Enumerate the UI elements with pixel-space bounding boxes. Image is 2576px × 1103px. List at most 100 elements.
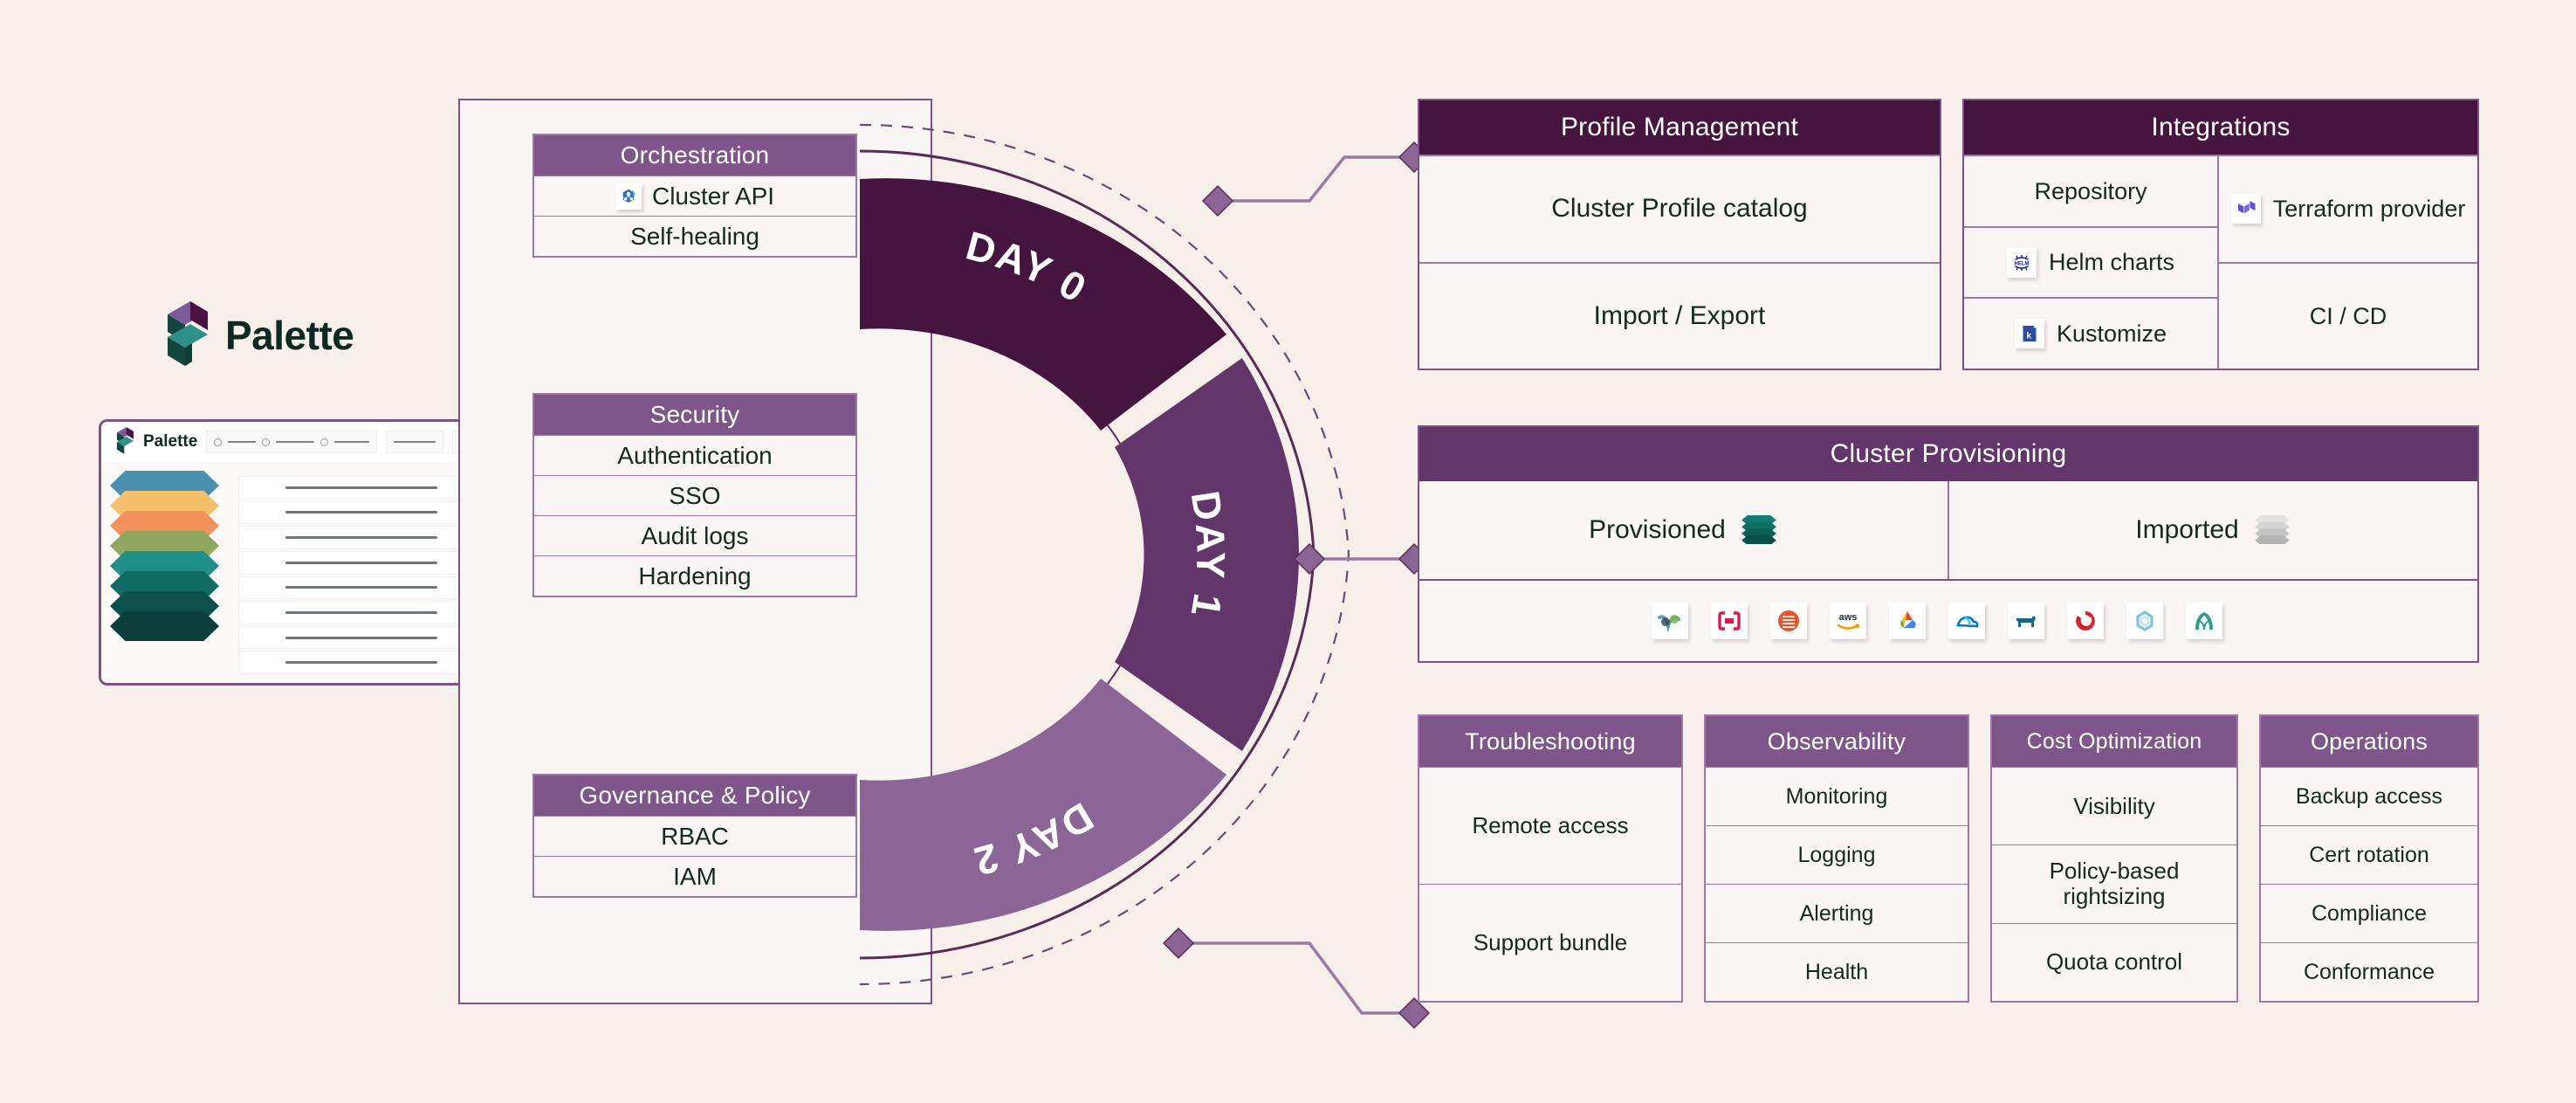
list-item[interactable]: Health [1706, 942, 1968, 1001]
card-orchestration: Orchestration Cluster API Self-healing [532, 134, 857, 258]
list-item-label: Support bundle [1473, 928, 1628, 955]
list-item[interactable]: Self-healing [534, 216, 855, 256]
lifecycle-ring: DAY 0 DAY 1 DAY 2 [859, 83, 1436, 1026]
list-item-label: Self-healing [630, 222, 759, 250]
list-item-label: CI / CD [2309, 302, 2387, 329]
mock-profile-layer-stack [110, 471, 228, 674]
azure-icon[interactable] [1948, 603, 1985, 639]
list-item[interactable]: Support bundle [1419, 884, 1681, 1001]
list-item-label: Health [1804, 960, 1869, 984]
card-title: Operations [2261, 716, 2477, 767]
list-item[interactable]: Alerting [1706, 884, 1968, 942]
aws-icon[interactable]: aws [1830, 603, 1866, 639]
palette-dashboard-mockup: Palette [99, 419, 496, 686]
list-item[interactable]: Logging [1706, 825, 1968, 884]
card-observability: Observability Monitoring Logging Alerting He… [1704, 714, 1969, 1003]
svg-text:aws: aws [1839, 612, 1858, 623]
mock-row-line [285, 610, 437, 614]
list-item-label: Import / Export [1593, 300, 1766, 330]
list-item[interactable]: SSO [534, 475, 855, 515]
openstack-icon[interactable] [1711, 603, 1748, 639]
integrations-left-column: Repository HELM Helm charts k Kustomize [1964, 155, 2220, 369]
card-governance-policy: Governance & Policy RBAC IAM [532, 774, 857, 898]
palette-ribbon-logo-icon [155, 297, 210, 373]
mock-layer-row [238, 500, 484, 525]
mock-layer-row [238, 476, 484, 500]
list-item-label: Visibility [2073, 792, 2155, 819]
list-item-label: Alerting [1799, 901, 1874, 926]
list-item-label: RBAC [661, 822, 729, 850]
mock-row-line [285, 486, 437, 489]
card-operations: Operations Backup access Cert rotation Comp… [2259, 714, 2479, 1003]
palette-brand: Palette [155, 297, 354, 373]
svg-text:DAY 1: DAY 1 [1182, 488, 1233, 622]
svg-text:k: k [2026, 330, 2031, 341]
list-item[interactable]: Monitoring [1706, 767, 1968, 825]
list-item-label: SSO [669, 481, 721, 509]
card-title: Orchestration [534, 135, 855, 176]
integrations-right-column: Terraform provider CI / CD [2219, 155, 2477, 369]
list-item[interactable]: Conformance [2261, 942, 2477, 1001]
mock-search-bar [386, 431, 444, 453]
list-item[interactable]: Backup access [2261, 767, 2477, 825]
list-item[interactable]: IAM [534, 856, 855, 896]
provisioning-modes: Provisioned Imported [1419, 481, 2477, 581]
card-title: Troubleshooting [1419, 716, 1681, 767]
list-item-label: Cert rotation [2309, 843, 2429, 867]
list-item-label: Audit logs [641, 521, 749, 549]
list-item[interactable]: Cluster Profile catalog [1419, 155, 1940, 262]
list-item-label: Cluster Profile catalog [1551, 194, 1808, 224]
list-item[interactable]: Import / Export [1419, 261, 1940, 369]
list-item-label: IAM [673, 862, 717, 890]
list-item[interactable]: Terraform provider [2219, 155, 2477, 262]
list-item[interactable]: Visibility [1992, 767, 2236, 844]
list-item[interactable]: RBAC [534, 816, 855, 856]
nutanix-icon[interactable] [1770, 603, 1807, 639]
list-item-label: Conformance [2303, 960, 2435, 984]
list-item[interactable]: HELM Helm charts [1964, 225, 2218, 298]
list-item-label: Policy-based rightsizing [2049, 858, 2180, 910]
mock-row-line [285, 511, 437, 514]
mock-layer-row [238, 651, 484, 674]
list-item[interactable]: CI / CD [2219, 261, 2477, 369]
mock-crumb-line [334, 440, 370, 444]
provisioning-mode-imported[interactable]: Imported [1949, 481, 2477, 579]
card-title: Security [534, 395, 855, 435]
provisioning-mode-label: Imported [2135, 515, 2239, 544]
provider-icon-strip: aws [1419, 581, 2477, 661]
mock-layer-row [238, 625, 484, 650]
vmware-icon[interactable] [1652, 603, 1688, 639]
list-item[interactable]: Audit logs [534, 515, 855, 555]
coxedge-icon[interactable] [2126, 603, 2163, 639]
kustomize-icon: k [2015, 319, 2045, 349]
list-item-label: Helm charts [2049, 249, 2175, 276]
mock-crumb-line [276, 440, 315, 444]
maas-icon[interactable] [2008, 603, 2044, 639]
openshift-icon[interactable] [2067, 603, 2104, 639]
mock-topbar: Palette [101, 422, 493, 462]
mock-crumb-line [228, 440, 257, 444]
mock-row-line [285, 586, 437, 589]
list-item[interactable]: Policy-based rightsizing [1992, 844, 2236, 922]
helm-icon: HELM [2007, 247, 2037, 278]
list-item[interactable]: Remote access [1419, 767, 1681, 884]
list-item[interactable]: Cert rotation [2261, 825, 2477, 884]
mock-layer-row [238, 601, 484, 624]
eks-anywhere-icon[interactable] [2186, 603, 2222, 639]
card-title: Observability [1706, 716, 1968, 767]
list-item[interactable]: Authentication [534, 435, 855, 475]
list-item[interactable]: Hardening [534, 555, 855, 596]
provisioning-mode-provisioned[interactable]: Provisioned [1419, 481, 1949, 579]
list-item[interactable]: Quota control [1992, 922, 2236, 1001]
list-item-label: Repository [2034, 177, 2147, 204]
list-item[interactable]: Cluster API [534, 176, 855, 216]
list-item[interactable]: k Kustomize [1964, 297, 2218, 369]
mock-profile-layer [110, 611, 219, 641]
list-item[interactable]: Compliance [2261, 884, 2477, 942]
palette-ribbon-logo-small-icon [112, 425, 134, 459]
mock-layer-row [238, 576, 484, 600]
list-item[interactable]: Repository [1964, 155, 2218, 226]
mock-row-line [285, 561, 437, 564]
google-cloud-icon[interactable] [1889, 603, 1926, 639]
